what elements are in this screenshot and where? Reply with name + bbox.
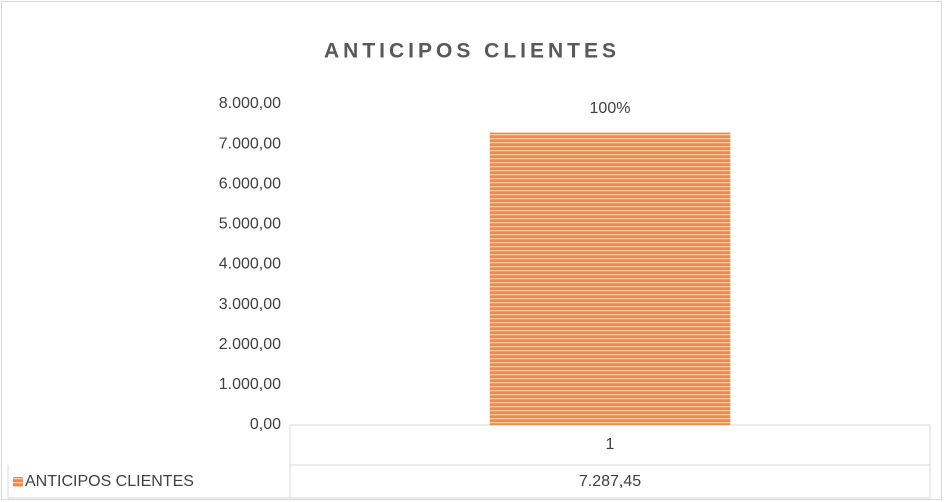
y-tick-label: 6.000,00 [219,175,281,192]
y-tick-label: 7.000,00 [219,135,281,152]
table-value: 7.287,45 [579,473,641,490]
y-tick-label: 4.000,00 [219,256,281,273]
y-tick-label: 8.000,00 [219,95,281,112]
y-tick-label: 1.000,00 [219,376,281,393]
y-tick-label: 5.000,00 [219,216,281,233]
data-label: 100% [590,100,631,117]
y-tick-label: 0,00 [250,416,281,433]
y-tick-label: 3.000,00 [219,296,281,313]
chart-title: ANTICIPOS CLIENTES [324,40,620,63]
x-tick-label: 1 [606,436,615,453]
bar [489,132,731,425]
y-tick-label: 2.000,00 [219,336,281,353]
legend-label: ANTICIPOS CLIENTES [25,473,194,490]
legend-key [13,477,23,487]
